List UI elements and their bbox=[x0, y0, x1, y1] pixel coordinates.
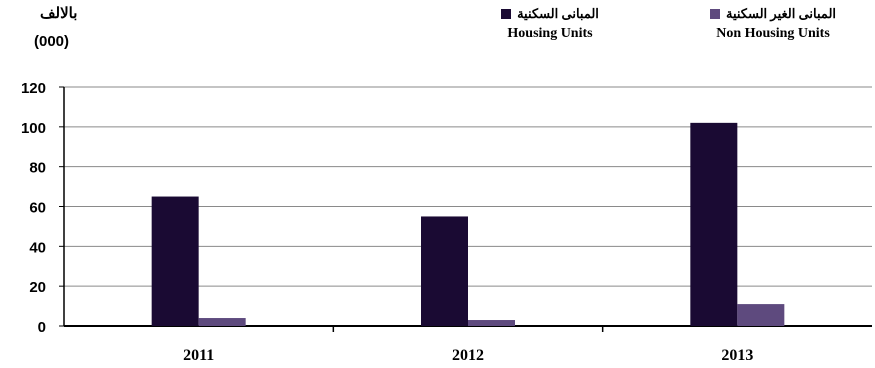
bar-non-housing bbox=[198, 318, 246, 326]
legend-swatch-housing bbox=[501, 9, 512, 19]
legend-label-non-housing-en: Non Housing Units bbox=[716, 26, 830, 41]
y-tick-label: 40 bbox=[29, 239, 46, 256]
legend-item-housing: المبانى السكنية Housing Units bbox=[470, 6, 630, 42]
bar-housing bbox=[421, 216, 468, 326]
legend-label-housing-ar: المبانى السكنية bbox=[517, 6, 599, 21]
bar-non-housing bbox=[468, 320, 515, 326]
y-tick-label: 100 bbox=[21, 120, 46, 137]
y-tick-label: 60 bbox=[29, 200, 46, 217]
unit-label-thousands: (000) bbox=[34, 33, 70, 50]
legend-label-non-housing-ar: المبانى الغير السكنية bbox=[725, 6, 837, 21]
y-tick-label: 20 bbox=[29, 279, 46, 296]
bar-housing bbox=[690, 122, 738, 326]
y-tick-label: 80 bbox=[29, 160, 46, 177]
unit-label-arabic: بالالف bbox=[40, 5, 78, 22]
x-tick-label: 2011 bbox=[183, 347, 214, 364]
x-tick-label: 2012 bbox=[452, 347, 484, 364]
legend-item-non-housing: المبانى الغير السكنية Non Housing Units bbox=[688, 6, 858, 42]
bar-non-housing bbox=[737, 304, 785, 326]
legend-label-housing-en: Housing Units bbox=[507, 26, 593, 41]
y-tick-label: 120 bbox=[21, 80, 46, 97]
legend-swatch-non-housing bbox=[709, 9, 720, 19]
y-tick-label: 0 bbox=[38, 319, 46, 336]
bar-housing bbox=[151, 196, 199, 326]
x-tick-label: 2013 bbox=[721, 347, 753, 364]
